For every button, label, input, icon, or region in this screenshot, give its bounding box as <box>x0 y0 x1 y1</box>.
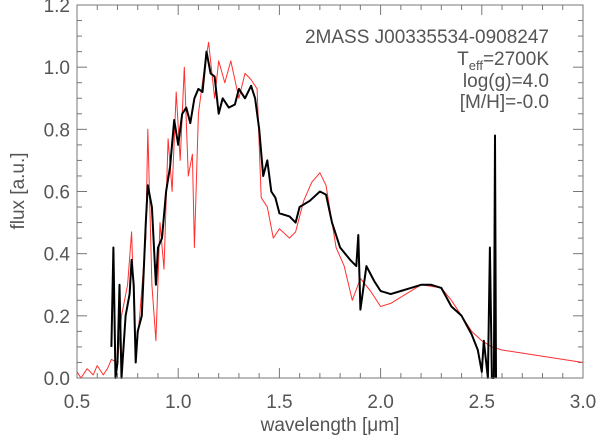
x-tick-label: 0.5 <box>64 392 90 413</box>
teff-main: T <box>457 49 469 70</box>
object-name: 2MASS J00335534-0908247 <box>305 27 549 48</box>
y-tick-label: 1.2 <box>44 0 70 17</box>
x-tick-label: 2.0 <box>367 392 393 413</box>
series-layer <box>76 41 584 379</box>
teff-value: =2700K <box>483 49 549 70</box>
teff-sub: eff <box>469 58 484 73</box>
teff-label: Teff=2700K <box>457 49 549 73</box>
y-tick-label: 0.8 <box>44 120 70 141</box>
logg-label: log(g)=4.0 <box>463 71 549 92</box>
y-tick-label: 0.0 <box>44 369 70 390</box>
y-tick-label: 0.2 <box>44 307 70 328</box>
plot-frame <box>76 4 584 379</box>
x-tick-label: 1.0 <box>165 392 191 413</box>
y-tick-label: 0.6 <box>44 183 70 204</box>
tick-labels: 0.5 1.0 1.5 2.0 2.5 3.0 0.0 0.2 0.4 0.6 0.8 1.0 1.2 <box>44 0 597 413</box>
observed-spectrum-line <box>110 50 497 379</box>
y-axis-label: flux [a.u.] <box>8 152 29 229</box>
x-axis-label: wavelength [μm] <box>260 415 400 436</box>
x-tick-label: 2.5 <box>469 392 495 413</box>
axis-ticks <box>76 4 584 379</box>
x-tick-label: 3.0 <box>570 392 596 413</box>
y-tick-label: 0.4 <box>44 245 71 266</box>
annotation-block: 2MASS J00335534-0908247 Teff=2700K log(g… <box>305 27 549 113</box>
metallicity-label: [M/H]=-0.0 <box>460 92 549 113</box>
x-tick-label: 1.5 <box>266 392 292 413</box>
y-tick-label: 1.0 <box>44 58 70 79</box>
